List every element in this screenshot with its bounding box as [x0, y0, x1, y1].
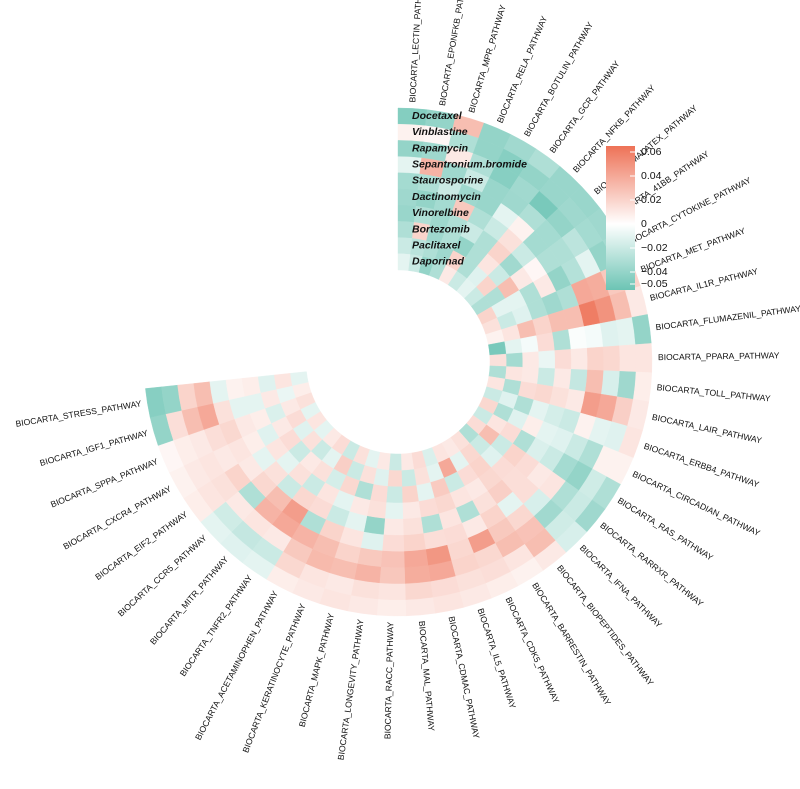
colorbar-tick-label: 0 — [641, 218, 647, 230]
pathway-label: BIOCARTA_LONGEVITY_PATHWAY — [336, 618, 366, 760]
pathway-label: BIOCARTA_MAL_PATHWAY — [417, 620, 437, 731]
heatmap-cell — [384, 501, 404, 519]
heatmap-cell — [618, 344, 636, 373]
colorbar-tick-label: 0.02 — [641, 194, 662, 206]
heatmap-cell — [388, 453, 402, 471]
heatmap-cell — [570, 347, 588, 371]
heatmap-cell — [404, 564, 431, 584]
heatmap-cell — [401, 468, 417, 487]
heatmap-cell — [632, 371, 652, 402]
heatmap-cell — [290, 371, 309, 386]
heatmap-cell — [584, 369, 604, 395]
pathway-label: BIOCARTA_RACC_PATHWAY — [382, 621, 395, 739]
pathway-label: BIOCARTA_KERATINOCYTE_PATHWAY — [240, 602, 307, 754]
heatmap-cell — [402, 516, 424, 536]
drug-label: Sepantronium.bromide — [412, 158, 527, 170]
heatmap-cell — [386, 485, 403, 503]
heatmap-cell — [634, 343, 653, 373]
pathway-label: BIOCARTA_RARRXR_PATHWAY — [598, 520, 705, 609]
heatmap-cell — [381, 534, 405, 552]
pathway-label: BIOCARTA_MITR_PATHWAY — [148, 554, 231, 647]
pathway-label: BIOCARTA_CDMAC_PATHWAY — [447, 615, 482, 739]
heatmap-cell — [366, 499, 387, 519]
heatmap-cell — [397, 237, 413, 255]
drug-label: Vinorelbine — [412, 207, 469, 219]
heatmap-cell — [379, 566, 406, 584]
drug-labels: Docetaxel Vinblastine Rapamycin Sepantroniu… — [412, 110, 527, 268]
pathway-label: BIOCARTA_ACETAMINOPHEN_PATHWAY — [193, 589, 280, 742]
drug-label: Bortezomib — [412, 223, 470, 235]
heatmap-cells — [145, 107, 653, 617]
pathway-label: BIOCARTA_PPARA_PATHWAY — [658, 350, 780, 362]
drug-label: Paclitaxel — [412, 239, 462, 251]
heatmap-cell — [551, 329, 571, 351]
colorbar-tick-label: −0.04 — [641, 266, 668, 278]
heatmap-cell — [520, 367, 539, 385]
heatmap-cell — [380, 550, 405, 568]
heatmap-cell — [363, 515, 386, 535]
pathway-label: BIOCARTA_IL5_PATHWAY — [476, 607, 519, 710]
pathway-label: BIOCARTA_BIOPEPTIDES_PATHWAY — [555, 563, 656, 688]
colorbar — [606, 146, 635, 290]
heatmap-cell — [586, 346, 604, 371]
heatmap-cell — [403, 532, 426, 552]
heatmap-cell — [383, 518, 404, 536]
heatmap-cell — [600, 370, 620, 397]
pathway-label: BIOCARTA_TOLL_PATHWAY — [656, 382, 771, 403]
heatmap-cell — [404, 580, 433, 600]
heatmap-cell — [401, 484, 419, 503]
heatmap-cell — [535, 332, 555, 352]
heatmap-cell — [397, 253, 411, 271]
colorbar-legend: 0.06 0.04 0.02 0 −0.02 −0.04−0.05 — [606, 146, 668, 290]
pathway-label: BIOCARTA_LECTIN_PATHWAY — [407, 0, 424, 103]
heatmap-cell — [602, 345, 620, 372]
heatmap-cell — [538, 350, 555, 369]
heatmap-cell — [360, 531, 384, 551]
heatmap-cell — [568, 369, 588, 392]
heatmap-cell — [241, 376, 262, 397]
heatmap-cell — [400, 452, 415, 471]
pathway-label: BIOCARTA_CCR5_PATHWAY — [116, 533, 209, 619]
drug-label: Rapamycin — [412, 142, 468, 154]
drug-label: Vinblastine — [412, 126, 468, 138]
heatmap-cell — [505, 352, 523, 368]
colorbar-tick-label: −0.05 — [641, 278, 668, 290]
pathway-label: BIOCARTA_IFNA_PATHWAY — [578, 543, 664, 630]
heatmap-cell — [567, 326, 587, 350]
heatmap-cell — [552, 368, 572, 390]
heatmap-cell — [616, 371, 636, 400]
heatmap-cell — [387, 469, 403, 487]
colorbar-tick-label: 0.06 — [641, 146, 662, 158]
pathway-label: BIOCARTA_FLUMAZENIL_PATHWAY — [655, 303, 800, 332]
pathway-label: BIOCARTA_EPONFKB_PATHWAY — [437, 0, 470, 107]
drug-label: Dactinomycin — [412, 191, 481, 203]
heatmap-cell — [554, 349, 572, 370]
heatmap-cell — [405, 597, 436, 617]
colorbar-tick-label: 0.04 — [641, 170, 662, 182]
heatmap-cell — [403, 548, 429, 568]
heatmap-cell — [583, 323, 604, 349]
pathway-label: BIOCARTA_IGF1_PATHWAY — [39, 428, 150, 468]
heatmap-cell — [376, 598, 407, 617]
drug-label: Staurosporine — [412, 175, 483, 187]
colorbar-tick-label: −0.02 — [641, 242, 668, 254]
heatmap-cell — [225, 378, 246, 400]
heatmap-cell — [402, 500, 422, 519]
colorbar-ticks: 0.06 0.04 0.02 0 −0.02 −0.04−0.05 — [630, 146, 668, 290]
pathway-label: BIOCARTA_LAIR_PATHWAY — [651, 412, 763, 446]
heatmap-cell — [521, 351, 539, 369]
drug-label: Daporinad — [412, 256, 465, 268]
pathway-label: BIOCARTA_MAPK_PATHWAY — [297, 612, 337, 728]
heatmap-cell — [377, 582, 406, 600]
heatmap-cell — [519, 335, 539, 354]
pathway-label: BIOCARTA_MPR_PATHWAY — [466, 3, 507, 114]
heatmap-cell — [536, 367, 555, 387]
pathway-label: BIOCARTA_BARRESTIN_PATHWAY — [530, 581, 613, 708]
drug-label: Docetaxel — [412, 110, 463, 122]
pathway-label: BIOCARTA_STRESS_PATHWAY — [15, 398, 143, 428]
heatmap-cell — [489, 353, 507, 367]
